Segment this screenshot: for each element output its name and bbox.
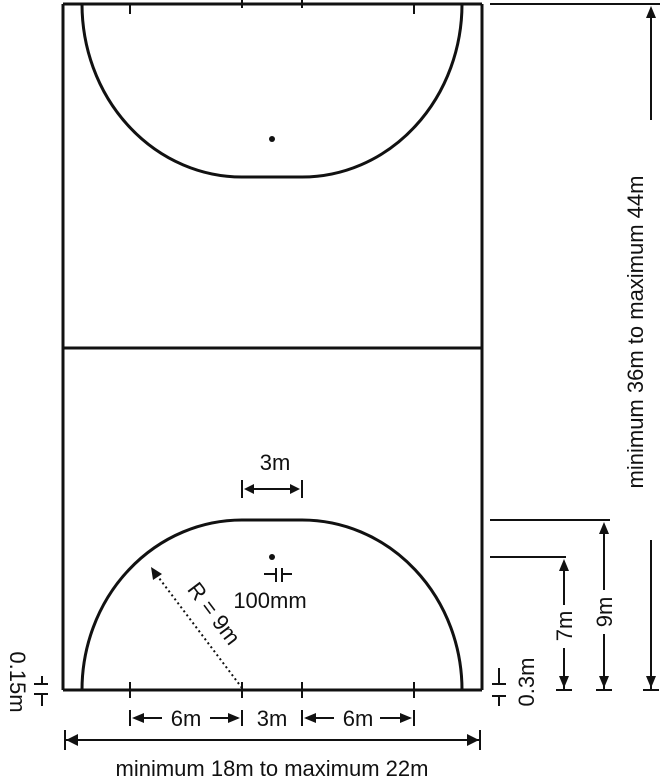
- dim-03-marker: [492, 668, 506, 706]
- radius-line: [155, 573, 243, 689]
- dim-width-line: [64, 730, 481, 750]
- penalty-spot-bottom: [269, 554, 275, 560]
- goal-area-line-bottom: [80, 518, 464, 691]
- dim-goal-width-line: [241, 480, 303, 498]
- goal-line-ticks: [129, 682, 415, 698]
- arrow-width-left: [66, 734, 78, 746]
- arrow-seg1-right: [228, 713, 240, 723]
- right-segment-label: 6m: [343, 706, 374, 731]
- penalty-spot-top: [269, 136, 275, 142]
- arrow-seg3-right: [400, 713, 412, 723]
- top-goal-line-ticks: [129, 0, 415, 14]
- line-width-left-label: 0.15m: [5, 651, 30, 712]
- arrow-goal-width-left: [244, 484, 254, 494]
- arrow-seg1-left: [132, 713, 144, 723]
- court-length-label: minimum 36m to maximum 44m: [623, 176, 648, 489]
- goal-width-label: 3m: [260, 450, 291, 475]
- arrow-seg3-left: [304, 713, 316, 723]
- center-segment-label: 3m: [257, 706, 288, 731]
- dim-segments-line: [129, 710, 415, 726]
- arrow-7m-top: [559, 559, 569, 571]
- arrow-width-right: [467, 734, 479, 746]
- arrow-length-bottom: [646, 676, 656, 688]
- court-width-label: minimum 18m to maximum 22m: [116, 756, 429, 781]
- dim-length-line: [643, 16, 659, 691]
- arrow-goal-width-right: [290, 484, 300, 494]
- line-width-right-label: 0.3m: [514, 658, 539, 707]
- arrow-9m-bottom: [599, 676, 609, 688]
- dim-015-marker: [34, 676, 48, 706]
- dim-spot-marker: [264, 568, 292, 582]
- arrow-length-top: [646, 6, 656, 18]
- arrow-9m-top: [599, 522, 609, 534]
- left-segment-label: 6m: [171, 706, 202, 731]
- arrow-radius: [151, 567, 162, 580]
- arrow-7m-bottom: [559, 676, 569, 688]
- goal-area-line-top: [80, 3, 464, 179]
- dim-7m-label: 7m: [552, 611, 577, 642]
- penalty-spot-label: 100mm: [233, 588, 306, 613]
- dim-9m-label: 9m: [592, 597, 617, 628]
